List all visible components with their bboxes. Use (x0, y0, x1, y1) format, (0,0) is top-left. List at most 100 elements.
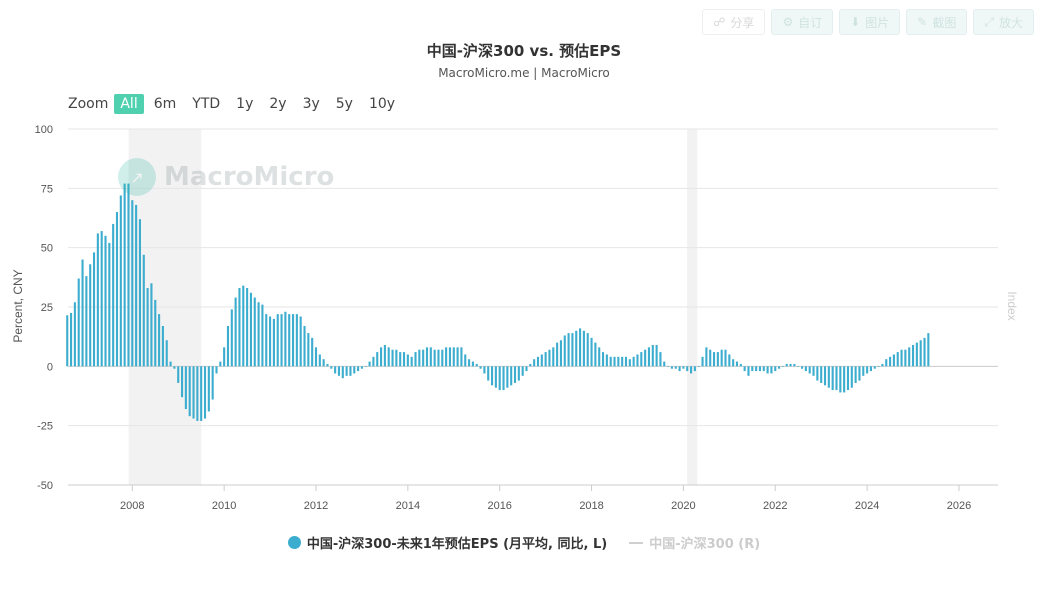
bar[interactable] (686, 366, 689, 372)
bar[interactable] (693, 366, 696, 372)
bar[interactable] (866, 366, 869, 374)
bar[interactable] (119, 195, 122, 367)
bar[interactable] (180, 366, 184, 398)
bar[interactable] (628, 359, 631, 367)
bar[interactable] (299, 316, 302, 367)
bar[interactable] (242, 285, 245, 367)
bar[interactable] (831, 366, 834, 391)
bar[interactable] (422, 349, 425, 367)
bar[interactable] (192, 366, 195, 419)
bar[interactable] (96, 233, 99, 367)
screenshot-button[interactable]: ✎ 截图 (906, 9, 968, 35)
bar[interactable] (846, 366, 850, 391)
bar[interactable] (716, 352, 719, 367)
bar[interactable] (751, 366, 754, 372)
bar[interactable] (575, 330, 578, 367)
bar[interactable] (475, 363, 478, 367)
bar[interactable] (728, 354, 731, 367)
bar[interactable] (257, 302, 260, 367)
bar[interactable] (383, 344, 386, 367)
bar[interactable] (624, 356, 628, 367)
bar[interactable] (544, 352, 547, 367)
bar[interactable] (200, 366, 203, 421)
bar[interactable] (793, 363, 796, 367)
bar[interactable] (506, 366, 509, 388)
bar[interactable] (529, 363, 532, 367)
bar[interactable] (460, 347, 463, 367)
bar[interactable] (621, 356, 624, 367)
bar[interactable] (644, 349, 647, 367)
bar[interactable] (215, 366, 218, 374)
bar[interactable] (89, 264, 92, 367)
bar[interactable] (869, 366, 872, 372)
bar[interactable] (927, 333, 930, 367)
bar[interactable] (345, 366, 348, 376)
zoom-6m-button[interactable]: 6m (153, 96, 177, 112)
bar[interactable] (142, 254, 145, 367)
zoom-all-button[interactable]: All (114, 94, 144, 114)
bar[interactable] (732, 359, 735, 367)
bar[interactable] (234, 297, 237, 367)
bar[interactable] (146, 288, 149, 367)
bar[interactable] (177, 366, 180, 383)
bar[interactable] (311, 337, 314, 367)
bar[interactable] (701, 356, 704, 367)
bar[interactable] (548, 349, 551, 367)
bar[interactable] (399, 352, 402, 367)
bar[interactable] (617, 356, 620, 367)
bar[interactable] (613, 356, 616, 367)
bar[interactable] (353, 366, 356, 374)
zoom-3y-button[interactable]: 3y (302, 96, 320, 112)
bar[interactable] (81, 259, 84, 367)
bar[interactable] (640, 352, 643, 367)
bar[interactable] (758, 366, 762, 372)
bar[interactable] (265, 314, 268, 367)
bar[interactable] (892, 354, 895, 367)
bar[interactable] (494, 366, 497, 388)
zoom-1y-button[interactable]: 1y (236, 96, 254, 112)
bar[interactable] (295, 314, 298, 367)
bar[interactable] (372, 356, 375, 367)
bar[interactable] (334, 366, 337, 374)
bar[interactable] (253, 297, 256, 367)
bar[interactable] (552, 347, 555, 367)
bar[interactable] (165, 340, 168, 367)
bar[interactable] (249, 292, 252, 367)
bar[interactable] (445, 347, 448, 367)
bar[interactable] (360, 366, 363, 369)
bar[interactable] (705, 347, 708, 367)
bar[interactable] (755, 366, 758, 372)
bar[interactable] (349, 366, 352, 376)
bar[interactable] (525, 366, 528, 372)
bar[interactable] (127, 183, 130, 367)
bar[interactable] (498, 366, 501, 391)
bar[interactable] (873, 366, 876, 369)
bar[interactable] (839, 366, 842, 393)
legend-item-eps[interactable]: 中国-沪深300-未来1年预估EPS (月平均, 同比, L) (287, 533, 607, 552)
bar[interactable] (724, 349, 727, 367)
bar[interactable] (280, 314, 283, 367)
bar[interactable] (464, 354, 467, 367)
zoom-5y-button[interactable]: 5y (335, 96, 353, 112)
bar[interactable] (269, 316, 272, 367)
bar[interactable] (418, 349, 421, 367)
bar[interactable] (559, 340, 562, 367)
bar[interactable] (357, 366, 360, 372)
bar[interactable] (789, 363, 792, 367)
bar[interactable] (651, 344, 654, 367)
bar[interactable] (904, 349, 907, 367)
bar[interactable] (594, 342, 597, 367)
bar[interactable] (437, 349, 440, 367)
bar[interactable] (770, 366, 773, 374)
bar[interactable] (150, 283, 153, 367)
bar[interactable] (678, 366, 681, 372)
bar[interactable] (598, 347, 601, 367)
bar[interactable] (223, 347, 226, 367)
bar[interactable] (747, 366, 750, 376)
expand-button[interactable]: ⤢ 放大 (973, 9, 1034, 35)
subscribe-button[interactable]: ⚙ 自订 (771, 9, 834, 35)
bar[interactable] (697, 366, 700, 367)
bar[interactable] (785, 363, 788, 367)
bar[interactable] (720, 349, 723, 367)
bar[interactable] (471, 361, 474, 367)
